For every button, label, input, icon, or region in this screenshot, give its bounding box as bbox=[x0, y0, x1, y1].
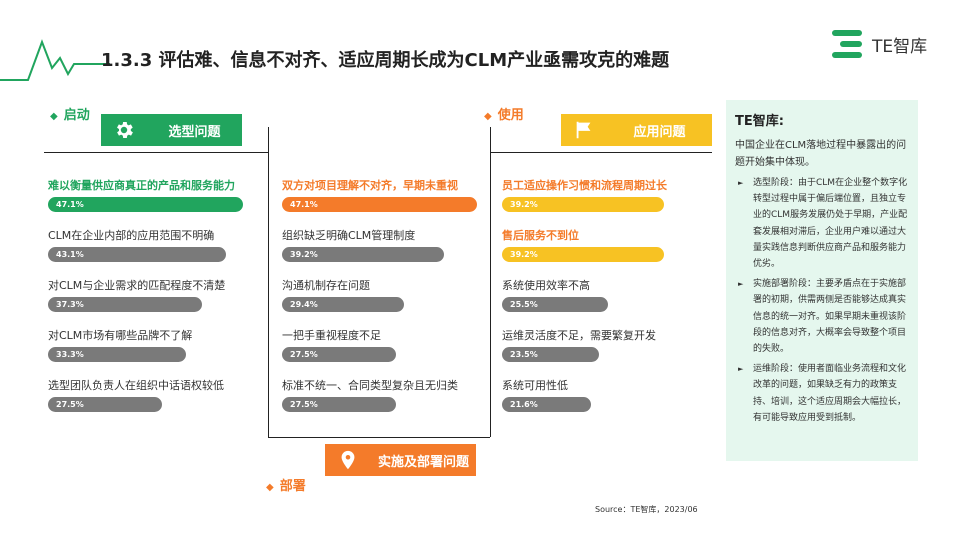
brand-logo: TE智库 bbox=[832, 28, 927, 60]
bar-label: 标准不统一、合同类型复杂且无归类 bbox=[282, 379, 458, 392]
bar-label: 难以衡量供应商真正的产品和服务能力 bbox=[48, 179, 235, 192]
diamond-icon: ◆ bbox=[50, 111, 58, 122]
bar-item: 员工适应操作习惯和流程周期过长 39.2% bbox=[502, 179, 702, 212]
bar: 29.4% bbox=[282, 297, 404, 312]
bar-label: 选型团队负责人在组织中话语权较低 bbox=[48, 379, 224, 392]
bar: 43.1% bbox=[48, 247, 226, 262]
bar-item: 系统使用效率不高 25.5% bbox=[502, 279, 702, 312]
divider-vertical-right bbox=[490, 127, 491, 437]
bar-item: 售后服务不到位 39.2% bbox=[502, 229, 702, 262]
panel-intro: 中国企业在CLM落地过程中暴露出的问题开始集中体现。 bbox=[735, 140, 907, 168]
te-logo-icon bbox=[832, 30, 862, 58]
divider-vertical-left bbox=[268, 127, 269, 437]
bar-value-label: 39.2% bbox=[510, 250, 538, 259]
gear-icon bbox=[101, 119, 147, 141]
panel-point: ► 实施部署阶段：主要矛盾点在于实施部署的初期，供需两侧是否能够达成真实信息的统一… bbox=[735, 276, 909, 357]
triangle-bullet-icon: ► bbox=[738, 280, 744, 289]
bar: 37.3% bbox=[48, 297, 202, 312]
bar-item: 选型团队负责人在组织中话语权较低 27.5% bbox=[48, 379, 248, 412]
header-selection-issues: 选型问题 bbox=[101, 114, 242, 146]
bar-label: 系统可用性低 bbox=[502, 379, 568, 392]
divider-left bbox=[44, 152, 268, 153]
bar-label: CLM在企业内部的应用范围不明确 bbox=[48, 229, 215, 242]
header-application-issues: 应用问题 bbox=[561, 114, 712, 146]
bar-value-label: 21.6% bbox=[510, 400, 538, 409]
bar-value-label: 39.2% bbox=[290, 250, 318, 259]
diamond-icon: ◆ bbox=[484, 111, 492, 122]
bar-item: 双方对项目理解不对齐，早期未重视 47.1% bbox=[282, 179, 482, 212]
source-note: Source：TE智库，2023/06 bbox=[595, 505, 698, 514]
header-deployment-issues: 实施及部署问题 bbox=[325, 444, 476, 476]
bar: 39.2% bbox=[502, 197, 664, 212]
bar-value-label: 37.3% bbox=[56, 300, 84, 309]
bar: 21.6% bbox=[502, 397, 591, 412]
bar-value-label: 43.1% bbox=[56, 250, 84, 259]
diamond-icon: ◆ bbox=[266, 482, 274, 493]
bar-label: 组织缺乏明确CLM管理制度 bbox=[282, 229, 416, 242]
page-title: 1.3.3 评估难、信息不对齐、适应周期长成为CLM产业亟需攻克的难题 bbox=[101, 50, 670, 71]
bar: 27.5% bbox=[282, 347, 396, 362]
bar-item: 系统可用性低 21.6% bbox=[502, 379, 702, 412]
bar-value-label: 23.5% bbox=[510, 350, 538, 359]
bar-item: 组织缺乏明确CLM管理制度 39.2% bbox=[282, 229, 482, 262]
panel-title: TE智库: bbox=[735, 114, 784, 129]
bar: 47.1% bbox=[282, 197, 477, 212]
bar-value-label: 33.3% bbox=[56, 350, 84, 359]
location-pin-icon bbox=[325, 449, 371, 471]
bar-label: 运维灵活度不足，需要繁复开发 bbox=[502, 329, 656, 342]
bar-label: 一把手重视程度不足 bbox=[282, 329, 381, 342]
bar-label: 员工适应操作习惯和流程周期过长 bbox=[502, 179, 667, 192]
bar-value-label: 47.1% bbox=[56, 200, 84, 209]
bar-value-label: 27.5% bbox=[290, 350, 318, 359]
bar-value-label: 39.2% bbox=[510, 200, 538, 209]
bar: 23.5% bbox=[502, 347, 599, 362]
bar: 25.5% bbox=[502, 297, 608, 312]
panel-point: ► 运维阶段：使用者面临业务流程和文化改革的问题，如果缺乏有力的政策支持、培训，这… bbox=[735, 361, 909, 426]
bar-label: 对CLM与企业需求的匹配程度不清楚 bbox=[48, 279, 226, 292]
bar: 47.1% bbox=[48, 197, 243, 212]
bar: 27.5% bbox=[282, 397, 396, 412]
bar-value-label: 27.5% bbox=[290, 400, 318, 409]
stage-label-use: ◆ 使用 bbox=[484, 108, 524, 123]
bar-item: 标准不统一、合同类型复杂且无归类 27.5% bbox=[282, 379, 482, 412]
bar: 39.2% bbox=[282, 247, 444, 262]
pulse-line-decoration bbox=[0, 39, 110, 81]
bar-item: 沟通机制存在问题 29.4% bbox=[282, 279, 482, 312]
triangle-bullet-icon: ► bbox=[738, 179, 744, 187]
logo-text: TE智库 bbox=[872, 36, 928, 57]
divider-bottom bbox=[268, 437, 490, 438]
bar-label: 沟通机制存在问题 bbox=[282, 279, 370, 292]
bar: 39.2% bbox=[502, 247, 664, 262]
bar-label: 对CLM市场有哪些品牌不了解 bbox=[48, 329, 193, 342]
triangle-bullet-icon: ► bbox=[738, 365, 744, 374]
bar-label: 系统使用效率不高 bbox=[502, 279, 590, 292]
flag-icon bbox=[561, 119, 607, 141]
bar-value-label: 27.5% bbox=[56, 400, 84, 409]
bar-value-label: 25.5% bbox=[510, 300, 538, 309]
divider-right bbox=[490, 152, 712, 153]
bar-item: 运维灵活度不足，需要繁复开发 23.5% bbox=[502, 329, 702, 362]
bar-item: CLM在企业内部的应用范围不明确 43.1% bbox=[48, 229, 248, 262]
bar-value-label: 29.4% bbox=[290, 300, 318, 309]
stage-label-deploy: ◆ 部署 bbox=[266, 479, 306, 494]
bar-value-label: 47.1% bbox=[290, 200, 318, 209]
insight-panel: TE智库: 中国企业在CLM落地过程中暴露出的问题开始集中体现。 ► 选型阶段：由… bbox=[726, 100, 918, 461]
bar-item: 对CLM市场有哪些品牌不了解 33.3% bbox=[48, 329, 248, 362]
bar-label: 售后服务不到位 bbox=[502, 229, 579, 242]
bar-item: 对CLM与企业需求的匹配程度不清楚 37.3% bbox=[48, 279, 248, 312]
stage-label-start: ◆ 启动 bbox=[50, 108, 90, 123]
bar-item: 一把手重视程度不足 27.5% bbox=[282, 329, 482, 362]
bar-item: 难以衡量供应商真正的产品和服务能力 47.1% bbox=[48, 179, 248, 212]
bar: 33.3% bbox=[48, 347, 186, 362]
bar: 27.5% bbox=[48, 397, 162, 412]
panel-point: ► 选型阶段：由于CLM在企业整个数字化转型过程中属于偏后端位置，且独立专业的CL… bbox=[735, 175, 909, 272]
bar-label: 双方对项目理解不对齐，早期未重视 bbox=[282, 179, 458, 192]
